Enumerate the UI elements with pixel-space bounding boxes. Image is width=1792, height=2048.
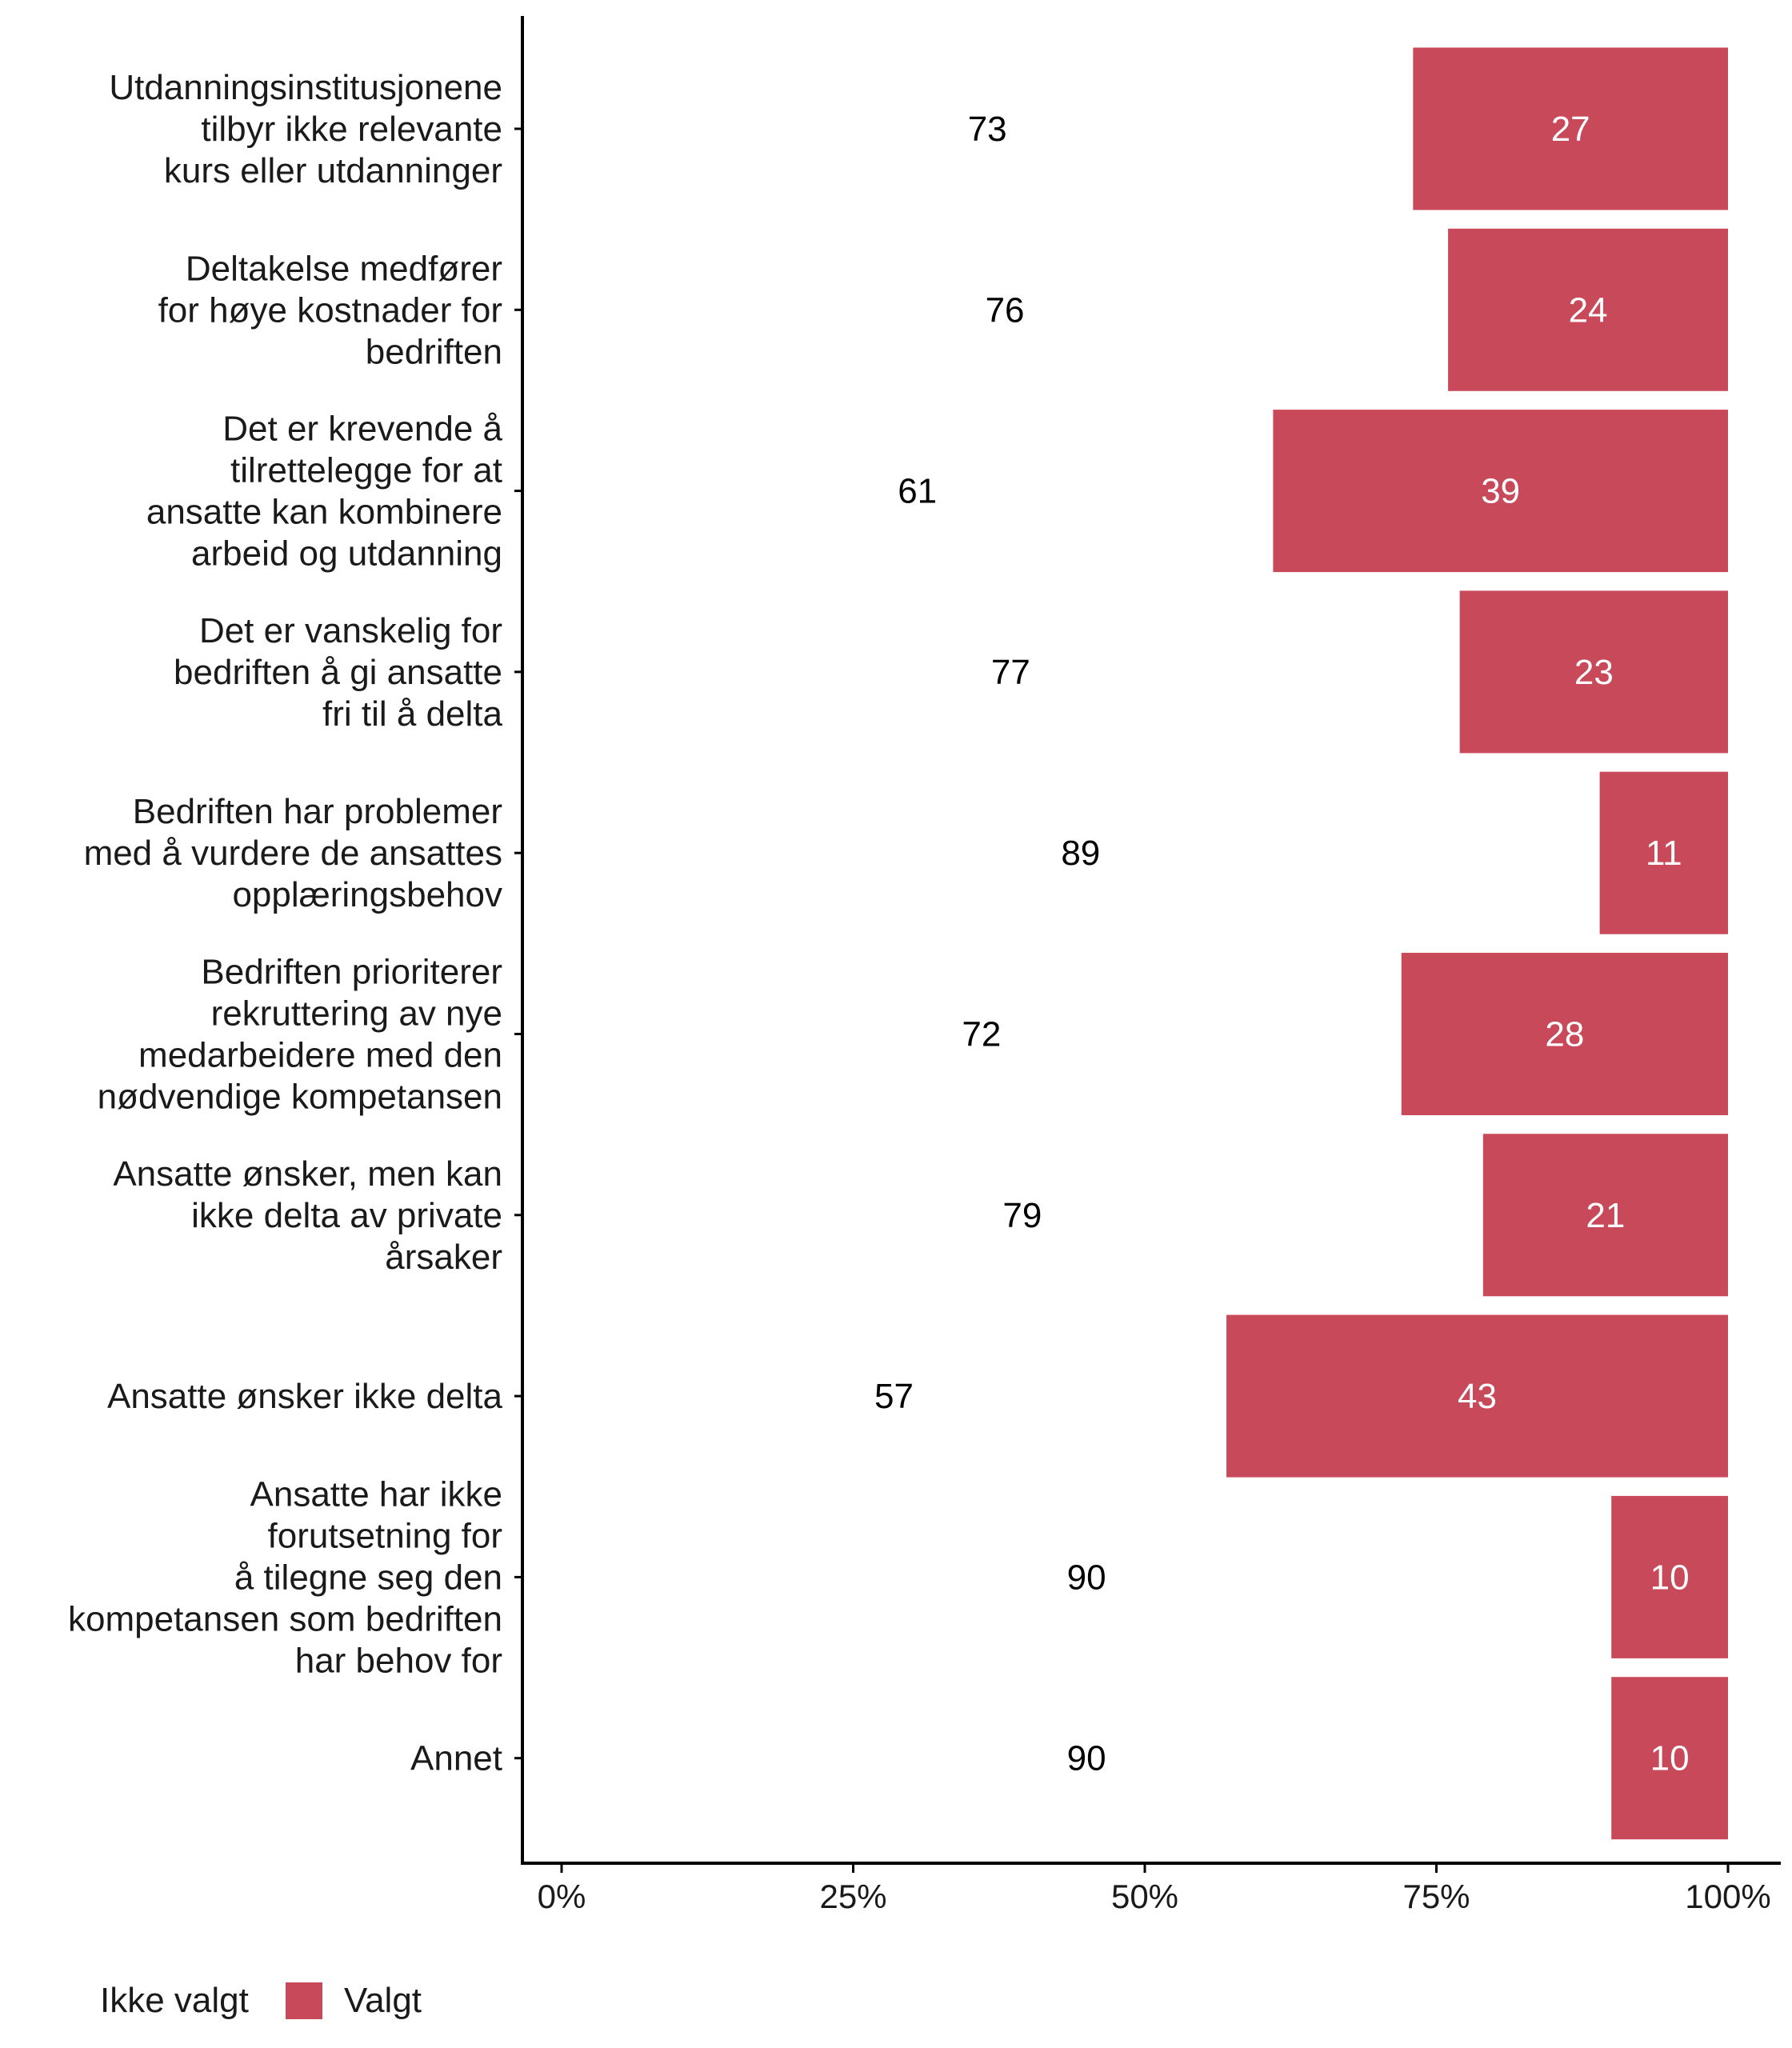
x-tick-label: 100% <box>1685 1878 1770 1915</box>
bar-valgt <box>1413 47 1728 210</box>
bar-ikke-valgt <box>562 1134 1483 1297</box>
value-label-ikke-valgt: 89 <box>1061 834 1100 873</box>
bar-ikke-valgt <box>562 410 1274 573</box>
category-label-line: medarbeidere med den <box>138 1036 502 1075</box>
category-label-line: bedriften å gi ansatte <box>174 653 502 692</box>
bar-ikke-valgt <box>562 1495 1612 1658</box>
category-label: Bedriften har problemer med å vurdere de … <box>84 792 502 914</box>
value-label-valgt: 11 <box>1646 834 1682 873</box>
category-label: Ansatte ønsker, men kan ikke delta av pri… <box>113 1154 502 1277</box>
bar-valgt <box>1611 1495 1728 1658</box>
legend-swatch-valgt <box>286 1982 322 2019</box>
category-label-line: Det er krevende å <box>222 410 502 449</box>
x-ticks-group: 0% 25% 50% 75% 100% <box>538 1863 1771 1915</box>
legend-label-ikke-valgt: Ikke valgt <box>100 1981 249 2020</box>
value-label-valgt: 21 <box>1586 1196 1625 1235</box>
category-label-line: tilbyr ikke relevante <box>201 110 502 149</box>
bar-ikke-valgt <box>562 1677 1612 1840</box>
x-tick-label: 25% <box>819 1878 886 1915</box>
value-label-ikke-valgt: 76 <box>986 290 1025 330</box>
bar-valgt <box>1273 410 1728 573</box>
value-label-valgt: 28 <box>1545 1015 1584 1054</box>
bar-ikke-valgt <box>562 953 1402 1115</box>
category-label-line: Ansatte ønsker ikke delta <box>107 1377 503 1416</box>
value-labels-group: 73 27 76 24 61 39 77 23 89 11 72 28 79 21 57 43 90 10 90 10 <box>874 110 1690 1778</box>
category-label-line: arbeid og utdanning <box>191 534 502 574</box>
category-label-line: har behov for <box>295 1641 502 1680</box>
value-label-ikke-valgt: 79 <box>1002 1196 1042 1235</box>
bar-valgt <box>1599 771 1728 934</box>
bar-valgt <box>1459 590 1728 754</box>
category-label-line: rekruttering av nye <box>211 994 502 1034</box>
category-label-line: Det er vanskelig for <box>199 611 502 650</box>
value-label-ikke-valgt: 90 <box>1067 1558 1106 1597</box>
category-label-line: Ansatte har ikke <box>250 1474 503 1514</box>
bar-ikke-valgt <box>562 47 1414 210</box>
value-label-valgt: 39 <box>1481 472 1520 511</box>
bar-ikke-valgt <box>562 590 1460 754</box>
legend: Ikke valgt Valgt <box>100 1981 422 2020</box>
category-label-line: for høye kostnader for <box>158 290 502 330</box>
category-label-line: årsaker <box>385 1238 502 1277</box>
category-label-line: med å vurdere de ansattes <box>84 834 502 873</box>
bars-group <box>562 47 1728 1840</box>
category-label: Det er krevende å tilrettelegge for at ans… <box>146 410 503 574</box>
bar-ikke-valgt <box>562 771 1600 934</box>
category-label-line: Bedriften har problemer <box>133 792 502 831</box>
category-label-line: Utdanningsinstitusjonene <box>109 68 502 107</box>
bar-valgt <box>1611 1677 1728 1840</box>
x-tick-label: 75% <box>1402 1878 1470 1915</box>
category-label-line: å tilegne seg den <box>234 1558 502 1597</box>
bar-valgt <box>1448 228 1728 391</box>
category-label-line: Deltakelse medfører <box>186 249 502 288</box>
category-label-line: ansatte kan kombinere <box>146 493 502 532</box>
x-tick-label: 0% <box>538 1878 586 1915</box>
value-label-valgt: 23 <box>1574 653 1614 692</box>
value-label-valgt: 24 <box>1569 290 1608 330</box>
value-label-ikke-valgt: 77 <box>991 653 1030 692</box>
axes-group <box>514 16 1781 1865</box>
category-labels-group: Utdanningsinstitusjonene tilbyr ikke rele… <box>68 68 503 1778</box>
bar-ikke-valgt <box>562 1314 1227 1478</box>
category-label: Annet <box>410 1739 502 1778</box>
category-label-line: Bedriften prioriterer <box>201 953 502 992</box>
bar-valgt <box>1226 1314 1728 1478</box>
value-label-ikke-valgt: 61 <box>898 472 937 511</box>
category-label-line: Ansatte ønsker, men kan <box>113 1154 502 1194</box>
category-label: Utdanningsinstitusjonene tilbyr ikke rele… <box>109 68 502 190</box>
category-label: Bedriften prioriterer rekruttering av nye… <box>98 953 502 1117</box>
category-label-line: bedriften <box>366 332 502 371</box>
category-label-line: kompetansen som bedriften <box>68 1599 502 1638</box>
value-label-ikke-valgt: 57 <box>874 1377 914 1416</box>
x-tick-label: 50% <box>1111 1878 1178 1915</box>
category-label-line: nødvendige kompetansen <box>98 1078 502 1117</box>
category-label-line: Annet <box>410 1739 502 1778</box>
category-label: Deltakelse medfører for høye kostnader fo… <box>158 249 502 371</box>
category-label-line: kurs eller utdanninger <box>164 151 502 190</box>
value-label-valgt: 43 <box>1458 1377 1497 1416</box>
value-label-ikke-valgt: 72 <box>962 1015 1001 1054</box>
category-label-line: opplæringsbehov <box>232 875 502 914</box>
category-label-line: fri til å delta <box>322 694 503 734</box>
category-label-line: ikke delta av private <box>191 1196 502 1235</box>
bar-valgt <box>1401 953 1728 1115</box>
category-label-line: forutsetning for <box>268 1516 503 1555</box>
legend-label-valgt: Valgt <box>344 1981 422 2020</box>
value-label-ikke-valgt: 90 <box>1067 1739 1106 1778</box>
bar-valgt <box>1482 1134 1728 1297</box>
value-label-valgt: 10 <box>1650 1558 1690 1597</box>
category-label: Ansatte ønsker ikke delta <box>107 1377 503 1416</box>
value-label-valgt: 27 <box>1551 110 1590 149</box>
category-label: Det er vanskelig for bedriften å gi ansat… <box>174 611 502 734</box>
category-label: Ansatte har ikke forutsetning for å tilegn… <box>68 1474 502 1680</box>
value-label-valgt: 10 <box>1650 1739 1690 1778</box>
value-label-ikke-valgt: 73 <box>968 110 1007 149</box>
bar-ikke-valgt <box>562 228 1449 391</box>
category-label-line: tilrettelegge for at <box>230 451 502 490</box>
